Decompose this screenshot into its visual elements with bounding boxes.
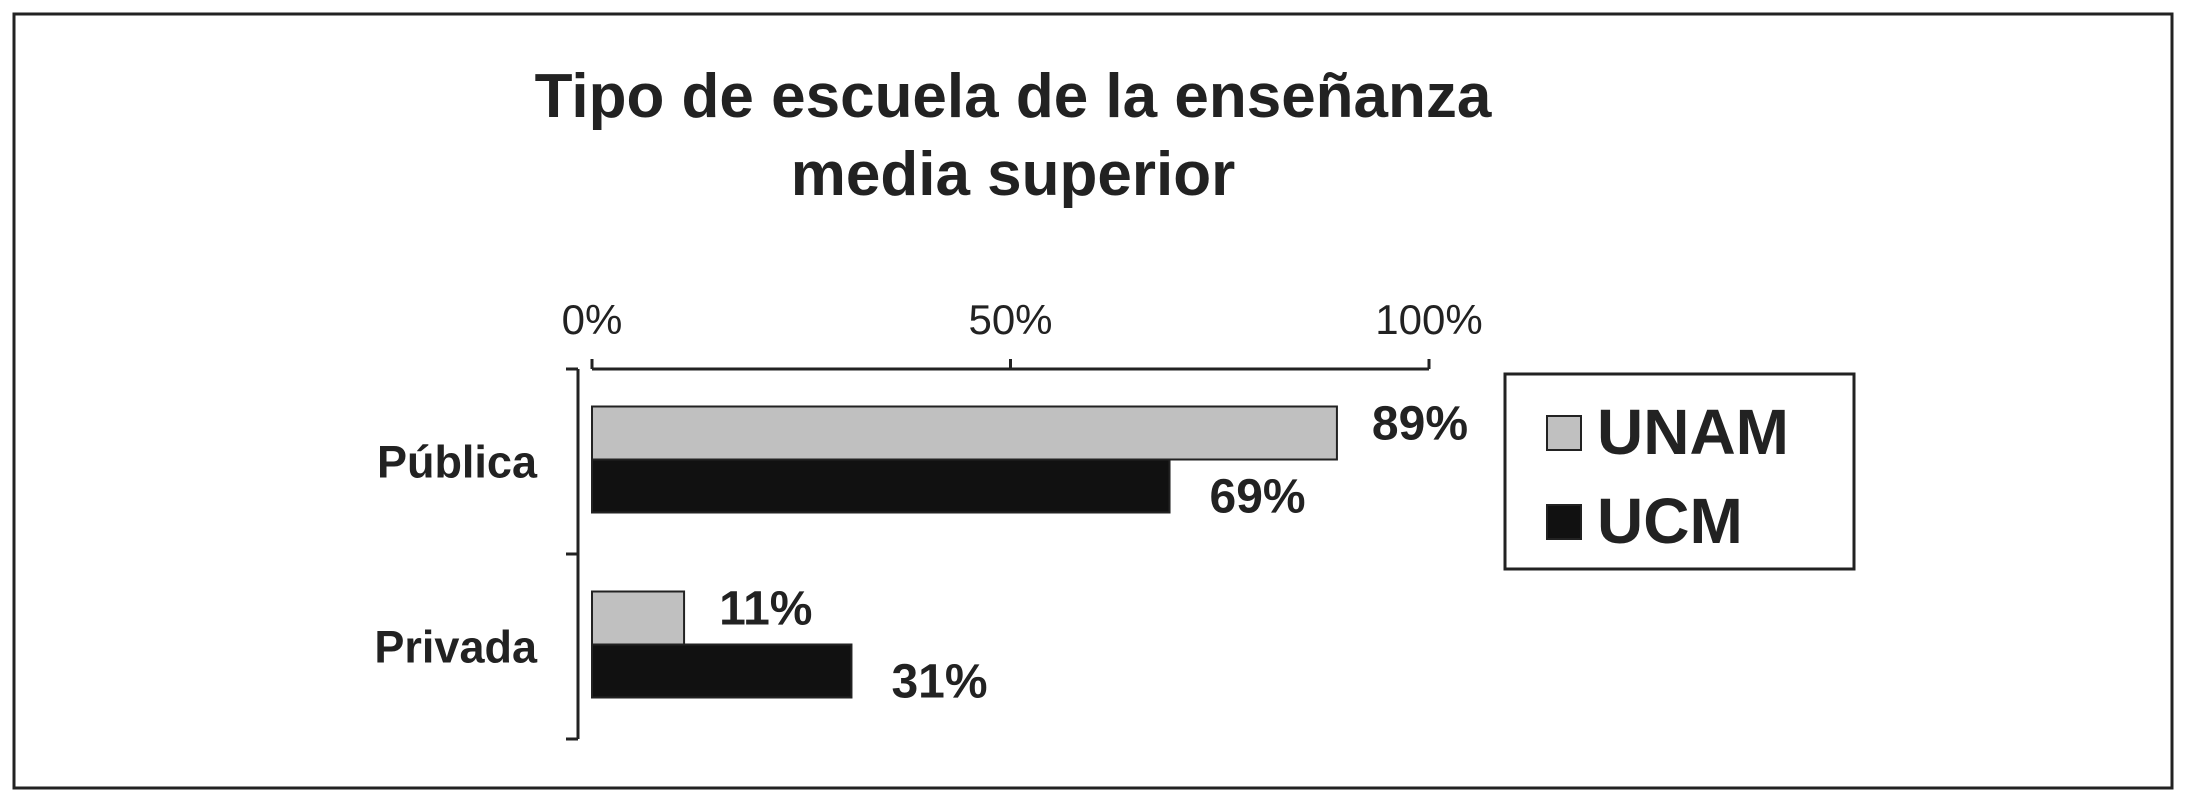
x-tick-label: 50% [968, 296, 1052, 343]
bar [591, 643, 853, 699]
legend-label: UCM [1597, 485, 1743, 557]
value-label: 69% [1210, 471, 1306, 524]
y-tick-label: Pública [377, 436, 538, 487]
frame [12, 12, 2174, 790]
legend-swatch [1546, 504, 1582, 540]
bar [591, 590, 686, 646]
value-label: 31% [891, 656, 987, 709]
y-tick-label: Privada [374, 621, 538, 672]
x-tick-label: 0% [562, 296, 623, 343]
value-label: 89% [1372, 398, 1468, 451]
bar [591, 405, 1338, 461]
legend-label: UNAM [1597, 396, 1789, 468]
bar [591, 458, 1171, 514]
x-tick-label: 100% [1375, 296, 1482, 343]
value-label: 11% [719, 583, 812, 636]
chart-title: Tipo de escuela de la enseñanza media su… [534, 62, 1492, 209]
legend-swatch [1546, 415, 1582, 451]
